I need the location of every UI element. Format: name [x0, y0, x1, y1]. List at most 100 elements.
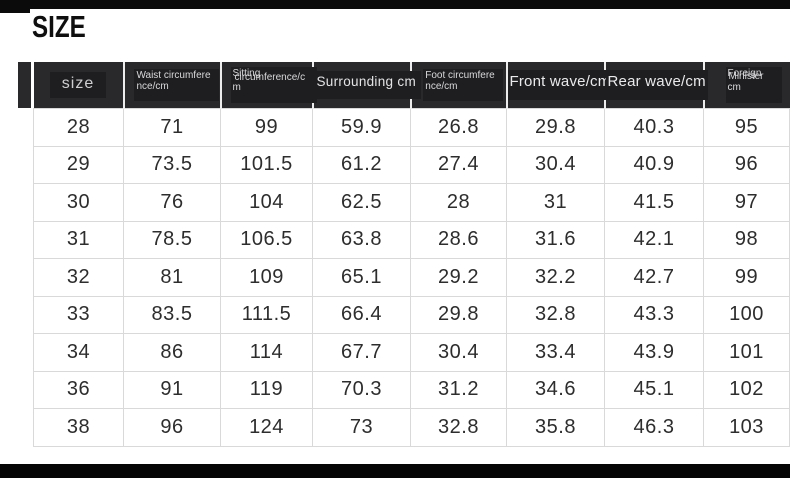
- table-row: 30 76 104 62.5 28 31 41.5 97: [33, 183, 790, 222]
- table-cell-surrounding: 70.3: [312, 370, 411, 409]
- table-cell-foreign-minister: 97: [703, 183, 790, 222]
- table-row: 36 91 119 70.3 31.2 34.6 45.1 102: [33, 370, 790, 409]
- table-cell-front-wave: 35.8: [506, 408, 605, 447]
- bottom-divider-bar: [0, 464, 790, 478]
- table-cell-foreign-minister: 103: [703, 408, 790, 447]
- header-label-front-wave: Front wave/cm: [507, 70, 613, 100]
- table-row: 28 71 99 59.9 26.8 29.8 40.3 95: [33, 108, 790, 147]
- table-cell-foreign-minister: 102: [703, 370, 790, 409]
- table-cell-foreign-minister: 100: [703, 295, 790, 334]
- header-cell-waist: Waist circumfere nce/cm: [122, 62, 221, 109]
- table-row: 33 83.5 111.5 66.4 29.8 32.8 43.3 100: [33, 295, 790, 334]
- top-divider-bar: [0, 0, 790, 9]
- table-cell-sitting: 114: [220, 333, 313, 372]
- table-row: 34 86 114 67.7 30.4 33.4 43.9 101: [33, 333, 790, 372]
- table-cell-rear-wave: 43.9: [604, 333, 704, 372]
- table-cell-sitting: 111.5: [220, 295, 313, 334]
- table-cell-size: 30: [33, 183, 124, 222]
- table-row: 29 73.5 101.5 61.2 27.4 30.4 40.9 96: [33, 145, 790, 184]
- table-cell-size: 38: [33, 408, 124, 447]
- header-cell-size: size: [33, 62, 124, 109]
- table-cell-waist: 81: [123, 258, 221, 297]
- table-cell-surrounding: 73: [312, 408, 411, 447]
- table-cell-waist: 83.5: [123, 295, 221, 334]
- header-label-waist: Waist circumfere nce/cm: [134, 69, 219, 101]
- table-cell-waist: 76: [123, 183, 221, 222]
- table-cell-foreign-minister: 96: [703, 145, 790, 184]
- table-cell-sitting: 99: [220, 108, 313, 147]
- table-cell-rear-wave: 41.5: [604, 183, 704, 222]
- table-cell-foot: 29.2: [410, 258, 507, 297]
- table-cell-size: 29: [33, 145, 124, 184]
- table-row: 38 96 124 73 32.8 35.8 46.3 103: [33, 408, 790, 447]
- table-cell-waist: 91: [123, 370, 221, 409]
- table-cell-surrounding: 63.8: [312, 220, 411, 259]
- table-cell-size: 33: [33, 295, 124, 334]
- header-label-foot: Foot circumfere nce/cm: [423, 69, 503, 101]
- table-cell-rear-wave: 42.1: [604, 220, 704, 259]
- table-cell-surrounding: 67.7: [312, 333, 411, 372]
- header-row: size Waist circumfere nce/cm Sitting circumf…: [33, 62, 790, 109]
- header-label-size: size: [49, 72, 107, 98]
- table-cell-rear-wave: 46.3: [604, 408, 704, 447]
- table-cell-foot: 28.6: [410, 220, 507, 259]
- table-cell-front-wave: 33.4: [506, 333, 605, 372]
- table-cell-waist: 71: [123, 108, 221, 147]
- table-cell-sitting: 104: [220, 183, 313, 222]
- table-cell-foot: 28: [410, 183, 507, 222]
- table-cell-size: 31: [33, 220, 124, 259]
- table-cell-foreign-minister: 99: [703, 258, 790, 297]
- header-cell-foreign-minister: Foreign Minister cm: [702, 62, 790, 109]
- table-cell-foreign-minister: 101: [703, 333, 790, 372]
- header-cell-rear-wave: Rear wave/cm: [603, 62, 708, 109]
- table-cell-waist: 86: [123, 333, 221, 372]
- table-cell-front-wave: 34.6: [506, 370, 605, 409]
- table-cell-front-wave: 31: [506, 183, 605, 222]
- table-cell-surrounding: 65.1: [312, 258, 411, 297]
- header-label-sitting: Sitting circumference/c m: [230, 67, 317, 103]
- table-cell-sitting: 101.5: [220, 145, 313, 184]
- table-cell-surrounding: 59.9: [312, 108, 411, 147]
- table-cell-sitting: 106.5: [220, 220, 313, 259]
- table-body: 28 71 99 59.9 26.8 29.8 40.3 95 29 73.5 101.5 61.2 2…: [33, 108, 790, 447]
- header-label-rear-wave: Rear wave/cm: [605, 70, 708, 100]
- table-cell-surrounding: 61.2: [312, 145, 411, 184]
- table-cell-size: 28: [33, 108, 124, 147]
- header-cell-front-wave: Front wave/cm: [505, 62, 613, 109]
- table-cell-foot: 26.8: [410, 108, 507, 147]
- table-cell-size: 34: [33, 333, 124, 372]
- top-divider-notch: [0, 0, 30, 13]
- table-cell-surrounding: 62.5: [312, 183, 411, 222]
- header-cell-surrounding: Surrounding cm: [311, 62, 421, 109]
- table-cell-size: 36: [33, 370, 124, 409]
- table-cell-sitting: 124: [220, 408, 313, 447]
- table-cell-sitting: 119: [220, 370, 313, 409]
- table-cell-rear-wave: 43.3: [604, 295, 704, 334]
- table-cell-waist: 96: [123, 408, 221, 447]
- table-cell-front-wave: 32.8: [506, 295, 605, 334]
- table-cell-waist: 73.5: [123, 145, 221, 184]
- table-cell-foot: 30.4: [410, 333, 507, 372]
- table-row: 31 78.5 106.5 63.8 28.6 31.6 42.1 98: [33, 220, 790, 259]
- table-cell-sitting: 109: [220, 258, 313, 297]
- table-cell-rear-wave: 45.1: [604, 370, 704, 409]
- table-cell-rear-wave: 40.3: [604, 108, 704, 147]
- table-cell-foreign-minister: 95: [703, 108, 790, 147]
- table-header: size Waist circumfere nce/cm Sitting circumf…: [33, 62, 790, 109]
- header-cell-foot: Foot circumfere nce/cm: [409, 62, 507, 109]
- table-cell-foot: 27.4: [410, 145, 507, 184]
- table-cell-front-wave: 30.4: [506, 145, 605, 184]
- table-cell-rear-wave: 42.7: [604, 258, 704, 297]
- table-row: 32 81 109 65.1 29.2 32.2 42.7 99: [33, 258, 790, 297]
- header-cell-sitting: Sitting circumference/c m: [219, 62, 317, 109]
- table-cell-foot: 31.2: [410, 370, 507, 409]
- table-cell-front-wave: 29.8: [506, 108, 605, 147]
- table-cell-size: 32: [33, 258, 124, 297]
- table-cell-waist: 78.5: [123, 220, 221, 259]
- header-label-foreign-minister: Foreign Minister cm: [725, 67, 782, 103]
- table-cell-front-wave: 31.6: [506, 220, 605, 259]
- table-cell-front-wave: 32.2: [506, 258, 605, 297]
- table-cell-foot: 32.8: [410, 408, 507, 447]
- table-cell-rear-wave: 40.9: [604, 145, 704, 184]
